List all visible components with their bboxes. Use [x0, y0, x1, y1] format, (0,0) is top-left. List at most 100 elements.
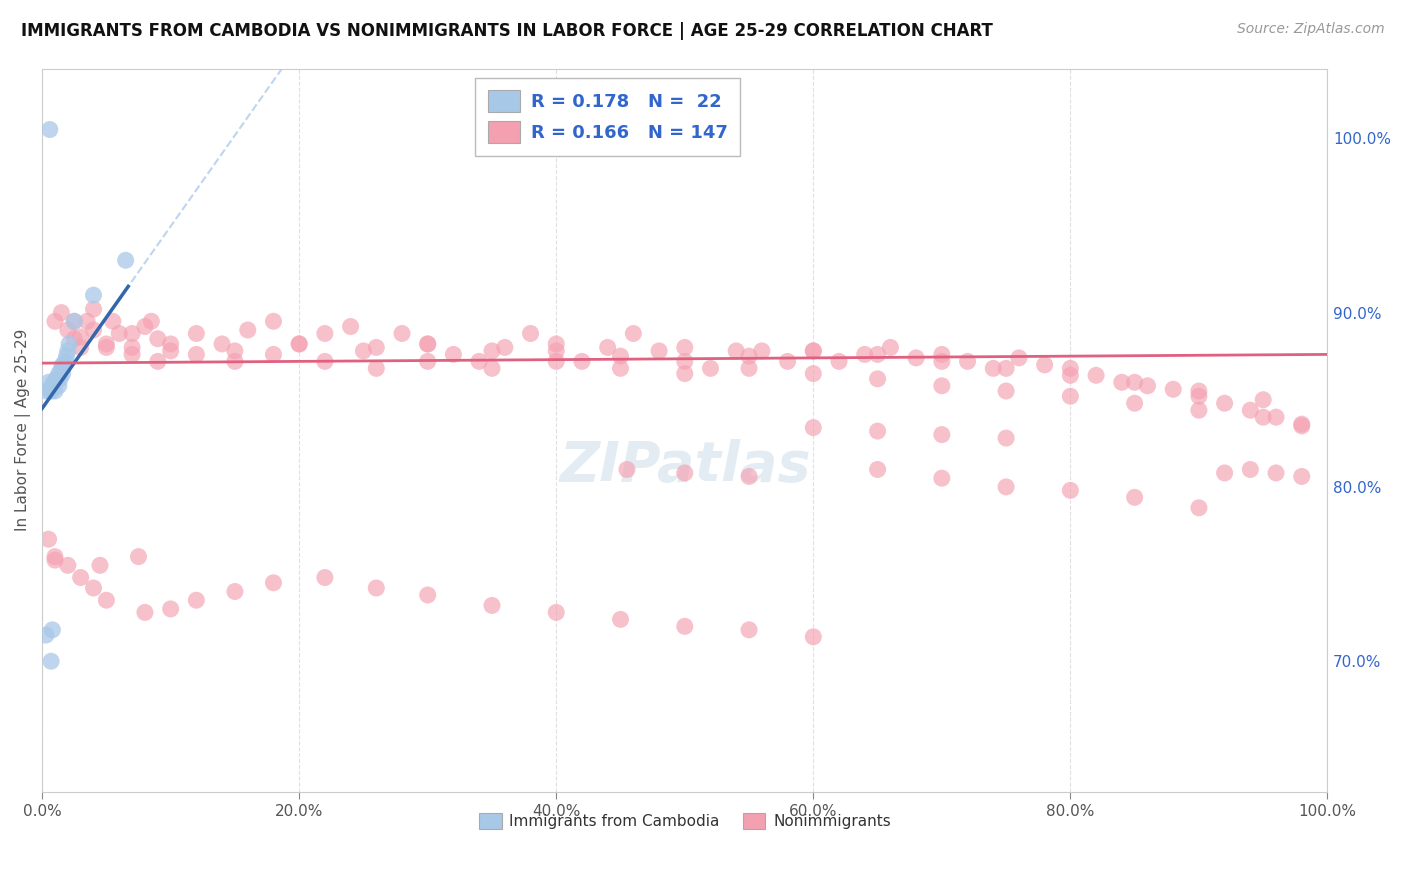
Point [931, 378, 953, 392]
Point [1291, 469, 1313, 483]
Point [801, 420, 824, 434]
Point [56, 323, 79, 337]
Text: ZIPatlas: ZIPatlas [560, 440, 810, 493]
Point [931, 347, 953, 361]
Point [673, 466, 696, 480]
Point [48, 378, 70, 392]
Point [63, 314, 86, 328]
Point [366, 581, 388, 595]
Point [128, 549, 150, 564]
Point [571, 354, 593, 368]
Point [673, 619, 696, 633]
Point [159, 343, 181, 358]
Point [89, 558, 111, 573]
Point [494, 341, 516, 355]
Point [83, 581, 105, 595]
Point [96, 341, 118, 355]
Point [879, 341, 901, 355]
Point [738, 361, 761, 376]
Point [314, 570, 336, 584]
Point [481, 343, 503, 358]
Point [38, 384, 60, 398]
Point [673, 367, 696, 381]
Point [41, 378, 63, 392]
Point [56, 558, 79, 573]
Point [801, 367, 824, 381]
Point [828, 354, 851, 368]
Point [146, 332, 169, 346]
Point [546, 606, 568, 620]
Point [673, 354, 696, 368]
Point [366, 361, 388, 376]
Point [41, 623, 63, 637]
Point [263, 347, 285, 361]
Point [48, 367, 70, 381]
Point [83, 302, 105, 317]
Point [45, 372, 67, 386]
Point [96, 337, 118, 351]
Point [69, 570, 91, 584]
Point [776, 354, 799, 368]
Point [391, 326, 413, 341]
Point [616, 462, 638, 476]
Point [1291, 417, 1313, 431]
Point [1059, 361, 1081, 376]
Point [738, 623, 761, 637]
Point [1239, 462, 1261, 476]
Point [42, 376, 65, 390]
Point [673, 341, 696, 355]
Point [441, 347, 464, 361]
Point [51, 305, 73, 319]
Point [134, 606, 156, 620]
Point [76, 314, 98, 328]
Point [52, 358, 75, 372]
Point [63, 332, 86, 346]
Point [159, 337, 181, 351]
Point [416, 337, 439, 351]
Point [1085, 368, 1108, 383]
Point [38, 532, 60, 546]
Point [224, 584, 246, 599]
Point [931, 354, 953, 368]
Point [146, 354, 169, 368]
Point [69, 330, 91, 344]
Point [314, 354, 336, 368]
Point [995, 480, 1018, 494]
Point [339, 319, 361, 334]
Point [801, 630, 824, 644]
Point [134, 319, 156, 334]
Point [1188, 384, 1211, 398]
Point [44, 553, 66, 567]
Point [1059, 483, 1081, 498]
Point [121, 326, 143, 341]
Point [738, 469, 761, 483]
Point [236, 323, 259, 337]
Point [853, 347, 876, 361]
Point [1059, 389, 1081, 403]
Point [38, 376, 60, 390]
Point [416, 588, 439, 602]
Point [159, 602, 181, 616]
Point [801, 343, 824, 358]
Point [56, 343, 79, 358]
Point [1291, 418, 1313, 433]
Text: IMMIGRANTS FROM CAMBODIA VS NONIMMIGRANTS IN LABOR FORCE | AGE 25-29 CORRELATION: IMMIGRANTS FROM CAMBODIA VS NONIMMIGRANT… [21, 22, 993, 40]
Point [481, 361, 503, 376]
Point [53, 354, 76, 368]
Point [186, 593, 208, 607]
Point [263, 575, 285, 590]
Point [55, 349, 77, 363]
Point [546, 337, 568, 351]
Point [416, 354, 439, 368]
Point [186, 326, 208, 341]
Point [1059, 368, 1081, 383]
Point [1251, 392, 1274, 407]
Point [1251, 410, 1274, 425]
Point [931, 427, 953, 442]
Point [866, 462, 889, 476]
Point [801, 343, 824, 358]
Point [995, 431, 1018, 445]
Point [63, 314, 86, 328]
Point [1123, 491, 1146, 505]
Point [35, 384, 58, 398]
